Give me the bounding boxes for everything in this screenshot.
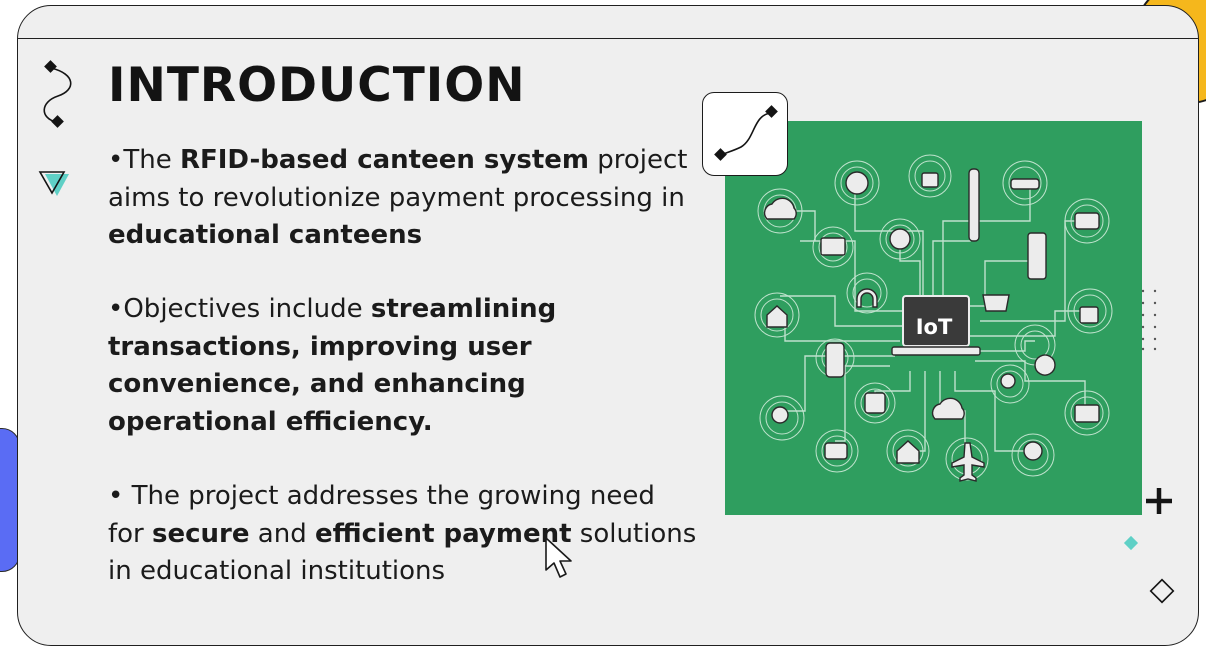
paragraph-1-text-a: The bbox=[123, 145, 180, 175]
iot-network-image: IoT bbox=[725, 121, 1142, 515]
curve-icon bbox=[714, 105, 778, 161]
iot-label: IoT bbox=[916, 315, 953, 339]
paragraph-2-bold-a: streamlining transactions, improving use… bbox=[108, 294, 557, 437]
paragraph-2: •Objectives include streamlining transac… bbox=[108, 291, 578, 441]
paragraph-3-text-c: solutions in educational institutions bbox=[108, 518, 697, 587]
bullet: • bbox=[108, 294, 124, 324]
paragraph-1-bold-a: RFID-based canteen system bbox=[179, 145, 589, 175]
paragraph-1-text-b: project aims to revolutionize payment pr… bbox=[108, 145, 688, 213]
triangle-icon bbox=[38, 171, 69, 196]
bullet: • bbox=[108, 145, 124, 175]
paragraph-3-bold-b: efficient payment bbox=[314, 518, 572, 549]
cursor-icon bbox=[545, 537, 572, 578]
paragraph-3: • The project addresses the growing need… bbox=[108, 478, 698, 591]
diamond-icon bbox=[1149, 578, 1175, 604]
paragraph-2-text-a: Objectives include bbox=[123, 294, 371, 324]
paragraph-1-bold-b: educational canteens bbox=[108, 220, 423, 250]
teal-diamond-icon bbox=[1123, 535, 1139, 551]
paragraph-1: •The RFID-based canteen system project a… bbox=[108, 142, 698, 255]
page-title: INTRODUCTION bbox=[108, 58, 526, 113]
paragraph-3-text-a: The project addresses the growing need f… bbox=[108, 481, 655, 549]
paragraph-3-bold-a: secure bbox=[152, 518, 250, 549]
curve-icon-box bbox=[702, 92, 788, 176]
card-top-divider bbox=[18, 38, 1198, 39]
bullet: • bbox=[108, 481, 124, 511]
dot-grid-icon bbox=[1141, 289, 1157, 351]
squiggle-icon bbox=[43, 60, 72, 128]
paragraph-3-text-b: and bbox=[249, 518, 315, 549]
plus-icon bbox=[1146, 488, 1172, 514]
